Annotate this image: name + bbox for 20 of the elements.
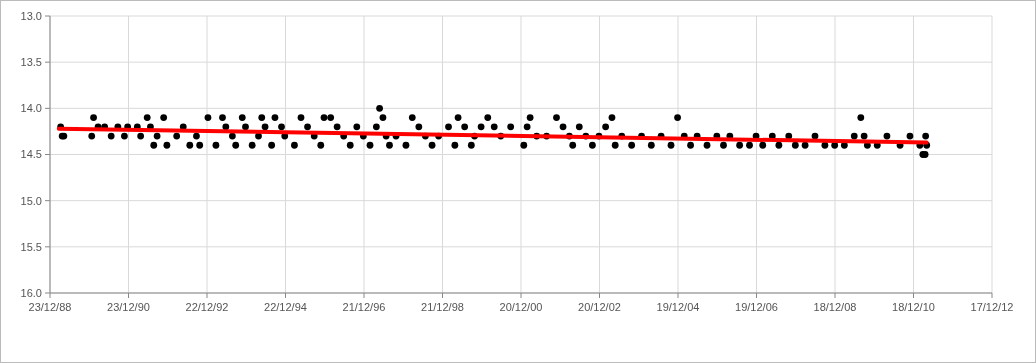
x-tick-label: 21/12/98 xyxy=(421,301,464,313)
x-tick-label: 18/12/10 xyxy=(892,301,935,313)
x-tick-label: 19/12/06 xyxy=(735,301,778,313)
x-tick-label: 20/12/00 xyxy=(499,301,543,313)
y-tick-label: 15.0 xyxy=(20,194,42,207)
x-tick-label: 21/12/96 xyxy=(342,301,386,313)
x-tick-label: 20/12/02 xyxy=(578,301,621,313)
x-tick-label: 23/12/90 xyxy=(107,301,150,313)
y-tick-label: 14.0 xyxy=(20,102,42,115)
y-tick-label: 16.0 xyxy=(20,286,42,299)
y-tick-label: 13.5 xyxy=(20,56,42,69)
x-tick-label: 22/12/92 xyxy=(185,301,229,313)
x-tick-label: 23/12/88 xyxy=(28,301,72,313)
y-tick-label: 14.5 xyxy=(20,148,42,161)
x-tick-label: 18/12/08 xyxy=(813,301,857,313)
y-tick-label: 15.5 xyxy=(20,240,42,253)
x-tick-label: 19/12/04 xyxy=(656,301,700,313)
x-tick-label: 17/12/12 xyxy=(970,301,1014,313)
y-tick-label: 13.0 xyxy=(20,9,42,22)
x-tick-label: 22/12/94 xyxy=(264,301,307,313)
